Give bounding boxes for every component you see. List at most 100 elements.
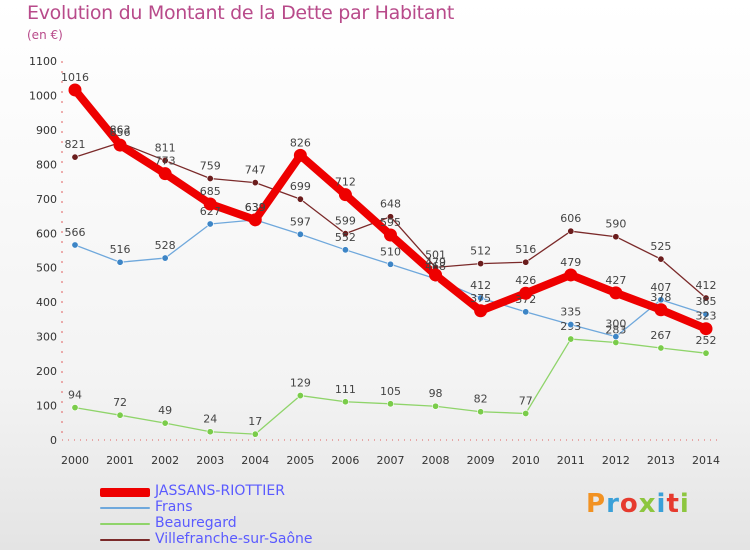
legend-swatch xyxy=(100,523,150,525)
data-label: 856 xyxy=(110,126,131,139)
data-point xyxy=(612,333,620,341)
x-tick-label: 2000 xyxy=(61,454,89,467)
data-point xyxy=(341,246,349,254)
data-point xyxy=(702,349,710,357)
data-label: 595 xyxy=(380,216,401,229)
x-tick-label: 2006 xyxy=(331,454,359,467)
data-point xyxy=(609,286,623,300)
data-point xyxy=(71,241,79,249)
data-label: 501 xyxy=(425,248,446,261)
data-point xyxy=(116,258,124,266)
x-tick-label: 2010 xyxy=(512,454,540,467)
y-tick-label: 100 xyxy=(36,400,57,413)
data-point xyxy=(612,233,620,241)
data-label: 111 xyxy=(335,383,356,396)
data-point xyxy=(206,174,214,182)
data-label: 468 xyxy=(425,260,446,273)
data-point xyxy=(702,310,710,318)
x-tick-label: 2003 xyxy=(196,454,224,467)
data-label: 1016 xyxy=(61,71,89,84)
logo-letter: i xyxy=(656,489,667,519)
y-tick-label: 0 xyxy=(50,434,57,447)
data-point xyxy=(522,409,530,417)
data-label: 510 xyxy=(380,245,401,258)
data-label: 98 xyxy=(429,387,443,400)
data-point xyxy=(116,411,124,419)
data-label: 516 xyxy=(110,243,131,256)
x-tick-label: 2001 xyxy=(106,454,134,467)
x-tick-label: 2002 xyxy=(151,454,179,467)
data-label: 412 xyxy=(470,279,491,292)
data-point xyxy=(296,195,304,203)
data-point xyxy=(432,402,440,410)
data-point xyxy=(296,392,304,400)
data-label: 699 xyxy=(290,180,311,193)
data-label: 590 xyxy=(605,218,626,231)
data-point xyxy=(567,227,575,235)
data-point xyxy=(206,220,214,228)
y-tick-label: 200 xyxy=(36,365,57,378)
data-label: 648 xyxy=(380,198,401,211)
data-label: 759 xyxy=(200,159,221,172)
legend-label: Frans xyxy=(155,499,193,515)
data-label: 826 xyxy=(290,136,311,149)
data-point xyxy=(386,260,394,268)
data-point xyxy=(657,344,665,352)
data-point xyxy=(429,268,443,282)
data-label: 49 xyxy=(158,404,172,417)
legend-swatch xyxy=(100,487,150,497)
data-point xyxy=(702,294,710,302)
data-label: 427 xyxy=(605,274,626,287)
data-label: 378 xyxy=(650,291,671,304)
data-point xyxy=(612,338,620,346)
data-label: 82 xyxy=(474,393,488,406)
data-point xyxy=(386,213,394,221)
data-label: 685 xyxy=(200,185,221,198)
data-label: 267 xyxy=(650,329,671,342)
data-point xyxy=(248,213,262,227)
y-tick-label: 300 xyxy=(36,331,57,344)
data-label: 283 xyxy=(605,323,626,336)
x-tick-label: 2005 xyxy=(286,454,314,467)
data-point xyxy=(474,304,488,318)
y-tick-label: 800 xyxy=(36,158,57,171)
data-point xyxy=(477,294,485,302)
y-tick-label: 400 xyxy=(36,296,57,309)
data-label: 747 xyxy=(245,164,266,177)
data-label: 566 xyxy=(65,226,86,239)
data-label: 599 xyxy=(335,215,356,228)
data-point xyxy=(522,258,530,266)
data-label: 77 xyxy=(519,394,533,407)
logo-letter: t xyxy=(666,489,680,519)
data-label: 627 xyxy=(200,205,221,218)
y-tick-label: 1100 xyxy=(29,55,57,68)
data-point xyxy=(251,179,259,187)
logo-letter: x xyxy=(638,489,657,519)
data-label: 639 xyxy=(245,201,266,214)
data-label: 129 xyxy=(290,377,311,390)
data-label: 528 xyxy=(155,239,176,252)
x-tick-label: 2011 xyxy=(557,454,585,467)
data-point xyxy=(206,428,214,436)
data-point xyxy=(71,404,79,412)
data-point xyxy=(161,254,169,262)
data-label: 365 xyxy=(696,295,717,308)
data-label: 17 xyxy=(248,415,262,428)
legend-label: Villefranche-sur-Saône xyxy=(155,531,313,547)
data-point xyxy=(113,138,127,152)
legend-label: JASSANS-RIOTTIER xyxy=(155,483,285,499)
data-point xyxy=(293,148,307,162)
data-label: 606 xyxy=(560,212,581,225)
data-point xyxy=(161,419,169,427)
data-point xyxy=(296,230,304,238)
data-label: 375 xyxy=(470,292,491,305)
data-label: 516 xyxy=(515,243,536,256)
data-point xyxy=(519,286,533,300)
data-point xyxy=(71,153,79,161)
data-point xyxy=(384,228,397,242)
data-point xyxy=(386,400,394,408)
x-tick-label: 2014 xyxy=(692,454,720,467)
x-tick-label: 2012 xyxy=(602,454,630,467)
legend-swatch xyxy=(100,539,150,541)
